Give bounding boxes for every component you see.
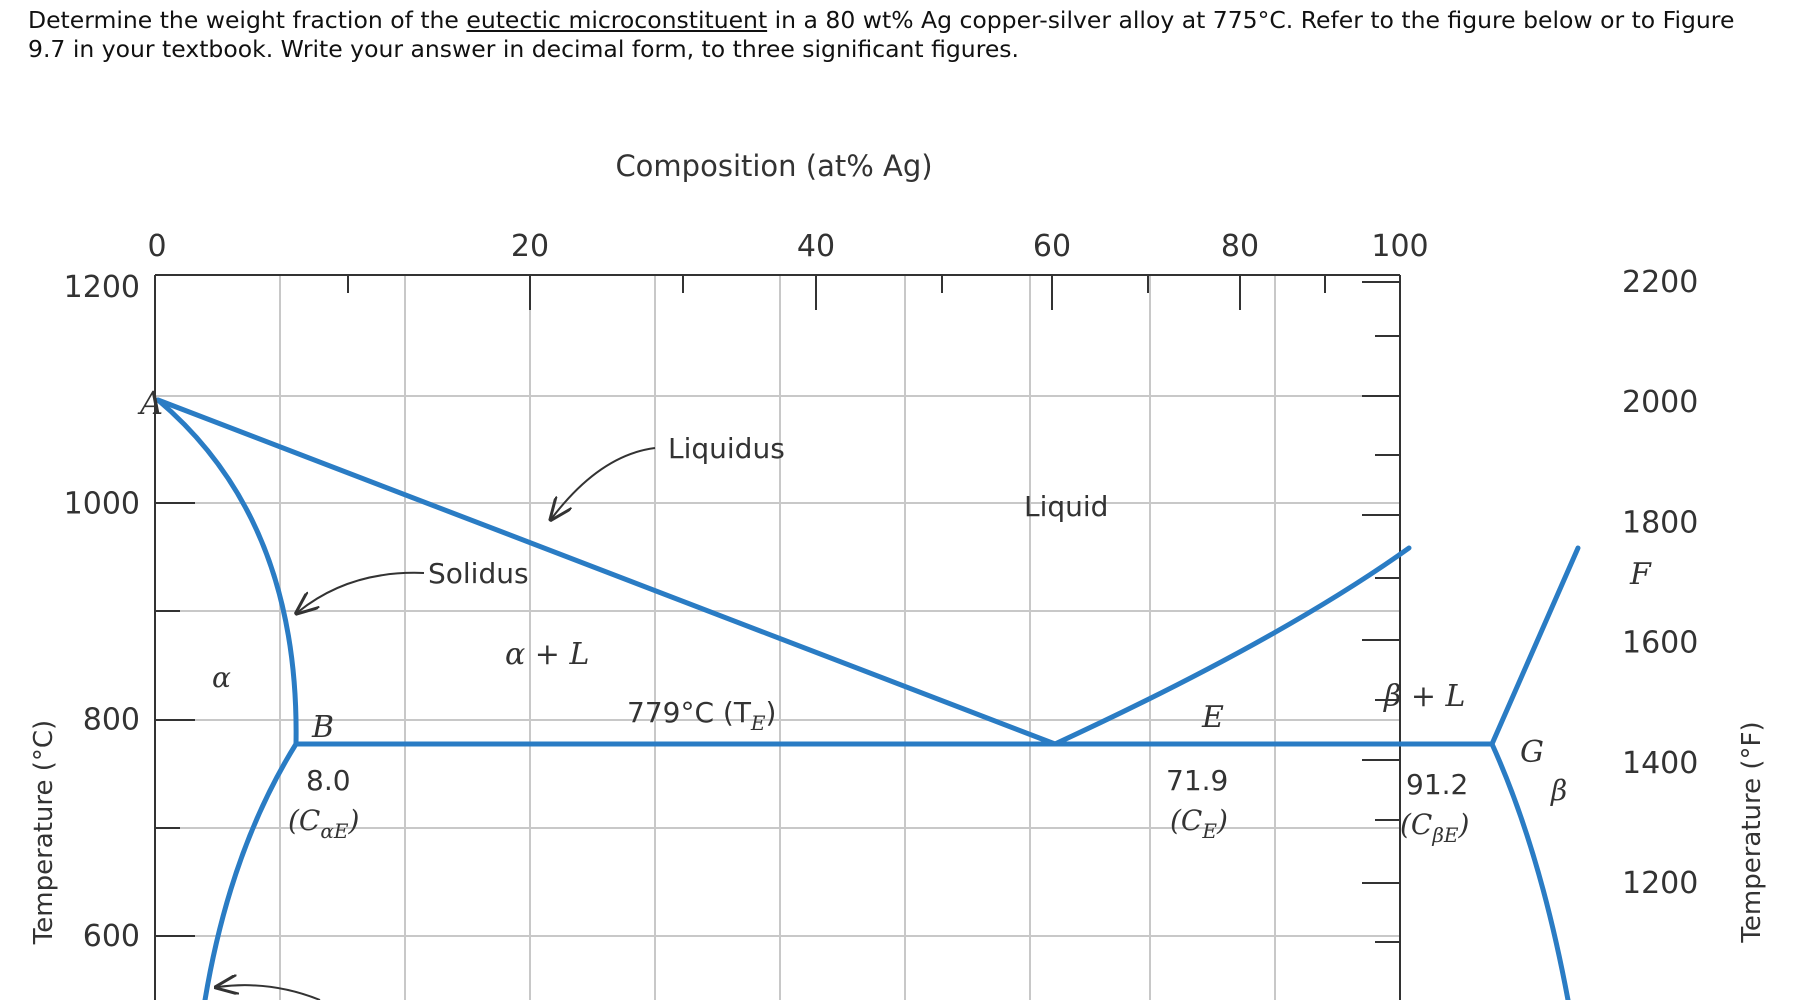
left-tick-label-600: 600 [83, 919, 140, 954]
question-text: Determine the weight fraction of the eut… [28, 6, 1768, 64]
solidus-arrow [298, 571, 425, 612]
alpha-plus-liquid-label: α + L [505, 637, 589, 672]
c-e-value: 71.9 [1166, 764, 1228, 797]
top-tick-label-100: 100 [1371, 229, 1428, 264]
left-tick-label-1200: 1200 [64, 270, 140, 305]
right-tick-label-2000: 2000 [1622, 385, 1698, 420]
solvus-line-beta [1489, 741, 1571, 1000]
point-f-label: F [1629, 557, 1652, 592]
alpha-label: α [212, 661, 231, 694]
solidus-label: Solidus [428, 557, 529, 590]
c-alpha-e-label: (CαE) [288, 804, 359, 843]
top-tick-labels: 0 20 40 60 80 100 [147, 229, 1428, 264]
point-b-label: B [311, 710, 334, 745]
c-beta-e-label: (CβE) [1400, 808, 1469, 847]
point-g-label: G [1520, 735, 1544, 770]
right-tick-label-1800: 1800 [1622, 505, 1698, 540]
top-axis-label: Composition (at% Ag) [615, 149, 932, 183]
right-tick-labels: 2200 2000 1800 1600 1400 1200 [1622, 265, 1698, 901]
grid [155, 275, 1400, 1000]
lower-arrow [218, 985, 321, 1000]
top-tick-marks [347, 275, 1326, 310]
point-a-label: A [137, 384, 163, 422]
top-tick-label-60: 60 [1033, 229, 1071, 264]
left-tick-label-800: 800 [83, 703, 140, 738]
top-tick-label-20: 20 [511, 229, 549, 264]
question-part-2: in a 80 wt% Ag copper-silver alloy at 77… [28, 6, 1735, 63]
question-part-1: Determine the weight fraction of the [28, 6, 467, 34]
c-beta-e-value: 91.2 [1406, 768, 1468, 801]
right-tick-label-1200: 1200 [1622, 866, 1698, 901]
right-tick-label-2200: 2200 [1622, 265, 1698, 300]
solvus-line-alpha [202, 741, 299, 1000]
left-tick-marks [155, 502, 195, 937]
c-alpha-e-value: 8.0 [306, 764, 351, 797]
annotation-arrows [218, 447, 656, 1000]
liquidus-arrow [552, 447, 656, 518]
left-axis-label: Temperature (°C) [29, 720, 59, 945]
eutectic-microconstituent-term: eutectic microconstituent [466, 6, 768, 34]
right-tick-marks [1362, 281, 1400, 943]
solidus-line-alpha [155, 397, 299, 747]
left-tick-label-1000: 1000 [64, 486, 140, 521]
top-tick-label-0: 0 [147, 229, 166, 264]
top-tick-label-80: 80 [1221, 229, 1259, 264]
liquidus-line-left [155, 397, 1058, 747]
beta-label: β [1550, 774, 1567, 807]
liquidus-label: Liquidus [668, 432, 785, 465]
liquidus-line-right [1052, 545, 1412, 747]
eutectic-temperature-label: 779°C (TE) [627, 696, 776, 735]
top-tick-label-40: 40 [797, 229, 835, 264]
c-e-label: (CE) [1170, 804, 1228, 843]
point-e-label: E [1201, 700, 1224, 735]
right-tick-label-1600: 1600 [1622, 626, 1698, 661]
right-axis-label: Temperature (°F) [1737, 721, 1767, 943]
beta-plus-liquid-label: β + L [1383, 679, 1465, 714]
phase-boundaries [155, 397, 1581, 1000]
right-tick-label-1400: 1400 [1622, 746, 1698, 781]
left-tick-labels: 1200 1000 800 600 [64, 270, 140, 954]
solidus-line-beta [1489, 545, 1581, 747]
liquid-label: Liquid [1024, 490, 1108, 523]
